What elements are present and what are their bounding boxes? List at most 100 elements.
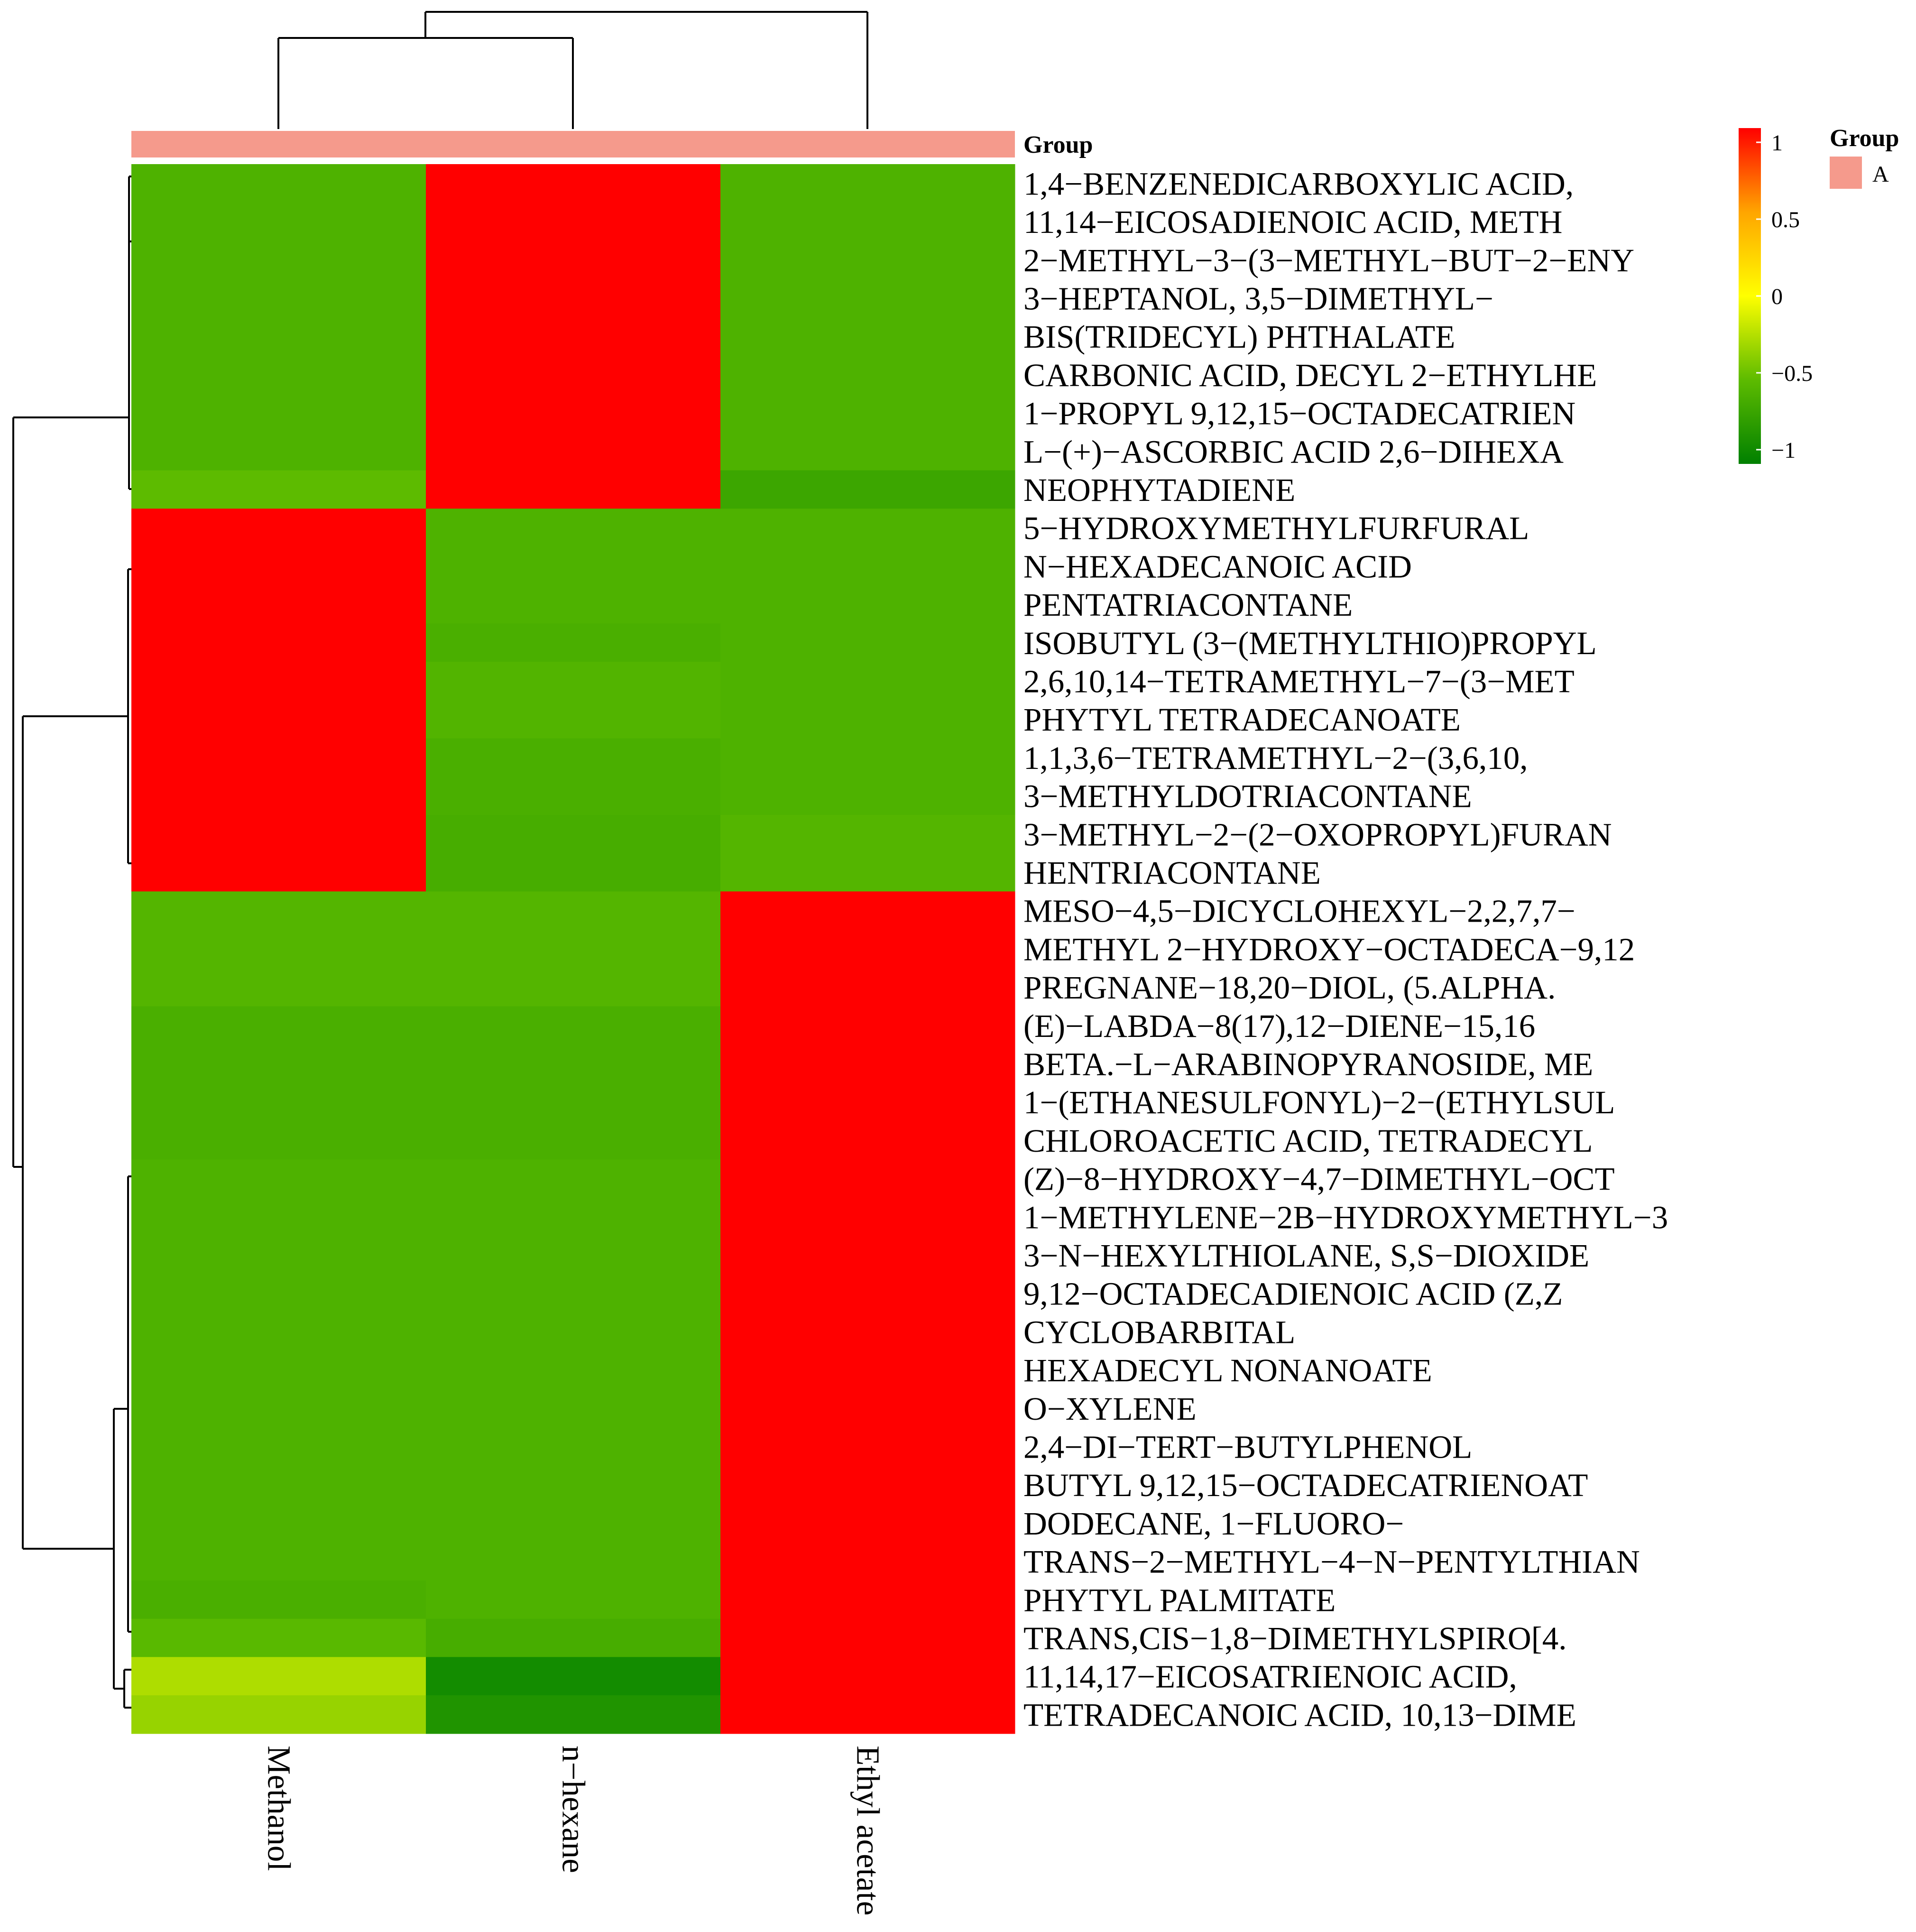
heatmap-cell [131,355,426,394]
row-label: DODECANE, 1−FLUORO− [1023,1506,1404,1542]
heatmap-cell [720,1236,1015,1275]
heatmap-cell [720,1082,1015,1122]
row-label: 11,14,17−EICOSATRIENOIC ACID, [1023,1659,1517,1695]
color-scale-tick-label: 1 [1771,130,1783,156]
heatmap-cell [426,1159,721,1198]
heatmap-cell [426,1618,721,1657]
heatmap-cell [426,776,721,815]
heatmap-cell [720,1504,1015,1543]
heatmap-cell [131,662,426,701]
row-label: 5−HYDROXYMETHYLFURFURAL [1023,510,1529,546]
heatmap-cell [426,317,721,356]
heatmap-cell [720,1006,1015,1045]
heatmap-cell [426,1006,721,1045]
heatmap-cell [720,968,1015,1007]
heatmap-cell [131,1657,426,1696]
row-dendrogram [12,176,131,1709]
heatmap-cell [720,585,1015,624]
group-legend-item: A [1872,162,1889,187]
heatmap-cell [720,1389,1015,1428]
row-label: CARBONIC ACID, DECYL 2−ETHYLHE [1023,357,1597,393]
heatmap-cells [131,164,1015,1734]
heatmap-cell [131,432,426,471]
heatmap-cell [720,1159,1015,1198]
heatmap-cell [720,1695,1015,1734]
row-label: 2,4−DI−TERT−BUTYLPHENOL [1023,1429,1472,1465]
row-label: L−(+)−ASCORBIC ACID 2,6−DIHEXA [1023,434,1564,470]
heatmap-cell [131,1236,426,1275]
heatmap-cell [131,1350,426,1389]
row-label: METHYL 2−HYDROXY−OCTADECA−9,12 [1023,931,1635,967]
heatmap-cell [720,662,1015,701]
heatmap-cell [720,1313,1015,1351]
heatmap-cell [131,968,426,1007]
heatmap-cell [720,776,1015,815]
heatmap-cell [131,1504,426,1543]
heatmap-cell [426,1350,721,1389]
column-label: n−hexane [556,1746,592,1873]
group-legend-swatch [1830,157,1862,189]
heatmap-cell [131,891,426,930]
heatmap-cell [720,1427,1015,1466]
heatmap-cell [720,547,1015,586]
heatmap-cell [720,279,1015,318]
heatmap-cell [426,1427,721,1466]
heatmap-cell [131,1389,426,1428]
heatmap-cell [720,202,1015,241]
row-label: 1,1,3,6−TETRAMETHYL−2−(3,6,10, [1023,740,1528,776]
heatmap-cell [720,738,1015,777]
heatmap-cell [131,1427,426,1466]
heatmap-cell [131,202,426,241]
heatmap-cell [426,279,721,318]
heatmap-cell [131,853,426,892]
row-label: 3−METHYL−2−(2−OXOPROPYL)FURAN [1023,816,1612,852]
heatmap-cell [720,240,1015,279]
heatmap-cell [131,1580,426,1619]
color-scale-tick-label: −1 [1771,438,1796,463]
heatmap-cell [426,738,721,777]
heatmap-cell [131,1197,426,1237]
heatmap-cell [131,623,426,662]
row-label: 3−N−HEXYLTHIOLANE, S,S−DIOXIDE [1023,1238,1589,1274]
heatmap-cell [426,662,721,701]
heatmap-cell [720,1197,1015,1237]
heatmap-cell [426,240,721,279]
heatmap-cell [720,930,1015,969]
heatmap-cell [426,585,721,624]
heatmap-cell [720,355,1015,394]
heatmap-cell [426,1504,721,1543]
column-dendrogram [277,11,868,129]
heatmap-cell [426,547,721,586]
heatmap-cell [131,1465,426,1505]
row-label: 2,6,10,14−TETRAMETHYL−7−(3−MET [1023,664,1575,700]
heatmap-cell [131,279,426,318]
row-label: BETA.−L−ARABINOPYRANOSIDE, ME [1023,1046,1593,1082]
heatmap-cell [426,1580,721,1619]
heatmap-cell [131,1274,426,1313]
row-label: TRANS−2−METHYL−4−N−PENTYLTHIAN [1023,1544,1640,1580]
group-annotation-label: Group [1023,131,1093,158]
heatmap-cell [131,776,426,815]
heatmap-cell [131,1045,426,1083]
row-label: N−HEXADECANOIC ACID [1023,548,1412,584]
heatmap-cell [131,1542,426,1581]
heatmap-cell [131,700,426,739]
heatmap-cell [720,470,1015,509]
row-label: 11,14−EICOSADIENOIC ACID, METH [1023,204,1562,240]
group-annotation-bar [131,131,1015,157]
row-label: CHLOROACETIC ACID, TETRADECYL [1023,1123,1593,1159]
row-label: 3−METHYLDOTRIACONTANE [1023,778,1472,814]
heatmap-cell [720,1274,1015,1313]
row-label: 2−METHYL−3−(3−METHYL−BUT−2−ENY [1023,242,1634,278]
heatmap-cell [131,317,426,356]
heatmap-cell [426,394,721,433]
column-label: Ethyl acetate [850,1746,886,1915]
row-label: NEOPHYTADIENE [1023,472,1295,508]
heatmap-cell [720,1657,1015,1696]
heatmap-cell [131,394,426,433]
heatmap-cell [131,1159,426,1198]
heatmap-cell [720,1350,1015,1389]
heatmap-cell [720,394,1015,433]
heatmap-cell [720,623,1015,662]
